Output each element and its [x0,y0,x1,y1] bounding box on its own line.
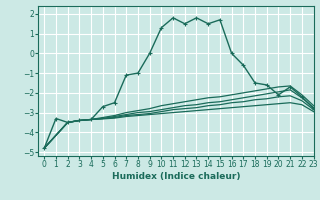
X-axis label: Humidex (Indice chaleur): Humidex (Indice chaleur) [112,172,240,181]
